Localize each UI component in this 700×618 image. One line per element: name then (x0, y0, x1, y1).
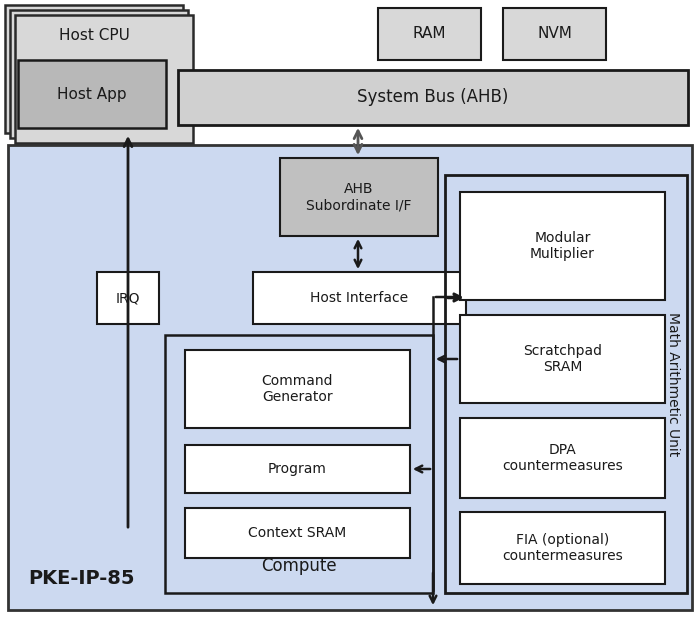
Text: DPA
countermeasures: DPA countermeasures (502, 443, 623, 473)
Bar (185, 350, 410, 428)
Text: NVM: NVM (537, 27, 572, 41)
Bar (165, 335, 433, 593)
Text: Compute: Compute (261, 557, 337, 575)
Text: Math Arithmetic Unit: Math Arithmetic Unit (666, 312, 680, 456)
Text: IRQ: IRQ (116, 291, 140, 305)
Bar (178, 70, 688, 125)
Bar (280, 158, 438, 236)
Text: AHB
Subordinate I/F: AHB Subordinate I/F (307, 182, 412, 212)
Text: Host Interface: Host Interface (310, 291, 409, 305)
Text: Modular
Multiplier: Modular Multiplier (530, 231, 595, 261)
Bar (185, 508, 410, 558)
Bar (18, 60, 166, 128)
Text: RAM: RAM (413, 27, 447, 41)
Bar (378, 8, 481, 60)
Text: Host CPU: Host CPU (59, 27, 130, 43)
Text: Program: Program (268, 462, 327, 476)
Bar (460, 512, 665, 584)
Bar (445, 175, 687, 593)
Bar (10, 10, 188, 138)
Text: PKE-IP-85: PKE-IP-85 (28, 569, 134, 588)
Text: System Bus (AHB): System Bus (AHB) (357, 88, 509, 106)
Bar (460, 315, 665, 403)
Bar (460, 418, 665, 498)
Bar (503, 8, 606, 60)
Bar (460, 192, 665, 300)
Text: Host App: Host App (57, 87, 127, 101)
Bar (185, 445, 410, 493)
Bar (8, 145, 692, 610)
Bar (5, 5, 183, 133)
Text: Context SRAM: Context SRAM (248, 526, 346, 540)
Text: FIA (optional)
countermeasures: FIA (optional) countermeasures (502, 533, 623, 563)
Bar (253, 272, 466, 324)
Bar (97, 272, 159, 324)
Text: Scratchpad
SRAM: Scratchpad SRAM (523, 344, 602, 374)
Bar (15, 15, 193, 143)
Text: Command
Generator: Command Generator (262, 374, 333, 404)
